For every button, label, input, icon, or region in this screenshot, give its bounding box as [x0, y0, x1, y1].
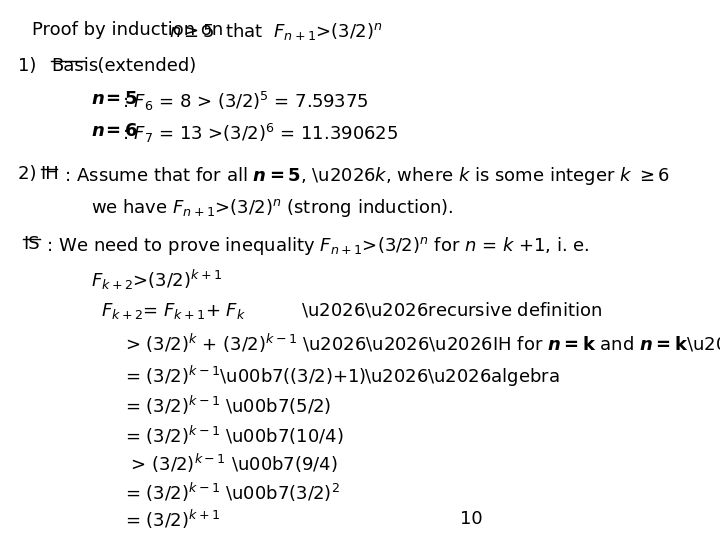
Text: : $F_6$ = 8 > (3/2)$^5$ = 7.59375: : $F_6$ = 8 > (3/2)$^5$ = 7.59375 [122, 90, 369, 113]
Text: > (3/2)$^{k-1}$ \u00b7(9/4): > (3/2)$^{k-1}$ \u00b7(9/4) [125, 452, 338, 475]
Text: $\mathbf{=5}$: $\mathbf{=5}$ [102, 90, 138, 107]
Text: IH: IH [40, 165, 59, 183]
Text: Basis: Basis [51, 57, 98, 75]
Text: Proof by induction on: Proof by induction on [32, 21, 234, 39]
Text: : $F_7$ = 13 >(3/2)$^6$ = 11.390625: : $F_7$ = 13 >(3/2)$^6$ = 11.390625 [122, 122, 399, 145]
Text: : Assume that for all $\bfit{n}\mathbf{=5}$, \u2026$k$, where $k$ is some intege: : Assume that for all $\bfit{n}\mathbf{=… [59, 165, 670, 187]
Text: = (3/2)$^{k-1}$\u00b7((3/2)+1)\u2026\u2026algebra: = (3/2)$^{k-1}$\u00b7((3/2)+1)\u2026\u20… [125, 363, 559, 389]
Text: 10: 10 [460, 510, 482, 528]
Text: $F_{k+2}$= $F_{k+1}$+ $F_k$          \u2026\u2026recursive definition: $F_{k+2}$= $F_{k+1}$+ $F_k$ \u2026\u2026… [102, 300, 603, 321]
Text: (extended): (extended) [86, 57, 197, 75]
Text: = (3/2)$^{k-1}$ \u00b7(5/2): = (3/2)$^{k-1}$ \u00b7(5/2) [125, 394, 331, 417]
Text: 1): 1) [18, 57, 48, 75]
Text: $F_{k+2}$>(3/2)$^{k+1}$: $F_{k+2}$>(3/2)$^{k+1}$ [91, 267, 222, 292]
Text: 2): 2) [18, 165, 42, 183]
Text: IS: IS [23, 235, 40, 253]
Text: $n \geq 5$  that  $F_{n+1}$>(3/2)$^n$: $n \geq 5$ that $F_{n+1}$>(3/2)$^n$ [168, 21, 382, 42]
Text: = (3/2)$^{k+1}$: = (3/2)$^{k+1}$ [125, 508, 220, 531]
Text: : We need to prove inequality $F_{n+1}$>(3/2)$^n$ for $n$ = $k$ +1, i. e.: : We need to prove inequality $F_{n+1}$>… [41, 235, 590, 257]
Text: $\bfit{n}$: $\bfit{n}$ [91, 122, 105, 140]
Text: = (3/2)$^{k-1}$ \u00b7(10/4): = (3/2)$^{k-1}$ \u00b7(10/4) [125, 423, 343, 447]
Text: > (3/2)$^k$ + (3/2)$^{k-1}$ \u2026\u2026\u2026IH for $\bfit{n}\mathbf{=k}$ and $: > (3/2)$^k$ + (3/2)$^{k-1}$ \u2026\u2026… [125, 332, 720, 355]
Text: $\mathbf{=6}$: $\mathbf{=6}$ [102, 122, 138, 140]
Text: $\bfit{n}$: $\bfit{n}$ [91, 90, 105, 107]
Text: we have $F_{n+1}$>(3/2)$^n$ (strong induction).: we have $F_{n+1}$>(3/2)$^n$ (strong indu… [91, 198, 454, 219]
Text: = (3/2)$^{k-1}$ \u00b7(3/2)$^2$: = (3/2)$^{k-1}$ \u00b7(3/2)$^2$ [125, 481, 340, 504]
